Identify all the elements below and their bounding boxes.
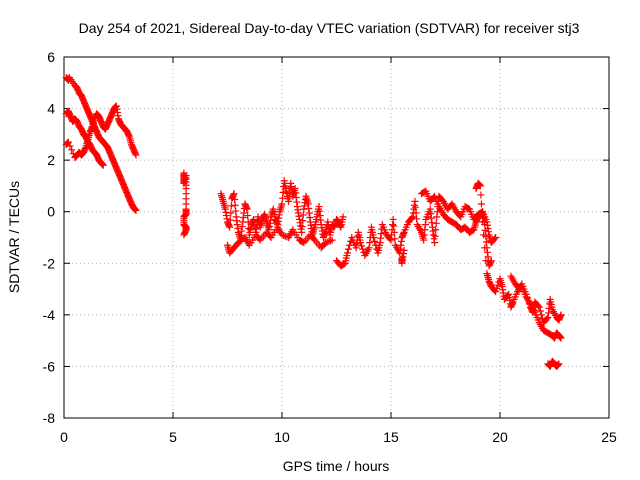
data-point-f (281, 232, 289, 240)
data-point-i (477, 191, 485, 199)
x-tick-label: 20 (492, 429, 508, 445)
grid-lines (64, 57, 609, 418)
data-point-c (132, 151, 140, 159)
data-point-e (227, 202, 235, 210)
data-markers (62, 74, 565, 370)
data-point-g (344, 245, 352, 253)
data-point-i (480, 231, 488, 239)
data-point-g (390, 222, 398, 230)
data-point-e (244, 212, 252, 220)
data-point-i (536, 307, 544, 315)
data-point-g (343, 249, 351, 257)
y-axis-label: SDTVAR / TECUs (6, 181, 22, 293)
data-point-f (278, 231, 286, 239)
data-point-g (491, 235, 499, 243)
y-tick-label: 4 (47, 101, 55, 117)
x-tick-label: 5 (169, 429, 177, 445)
y-tick-label: -2 (43, 255, 56, 271)
data-point-i (478, 209, 486, 217)
data-point-i (481, 244, 489, 252)
data-point-g (432, 226, 440, 234)
plot-frame (63, 56, 610, 419)
data-point-g (431, 232, 439, 240)
data-point-f (325, 237, 333, 245)
data-point-i (492, 288, 500, 296)
x-tick-label: 0 (60, 429, 68, 445)
data-point-g (492, 234, 500, 241)
data-point-g (390, 228, 398, 236)
y-tick-label: 6 (47, 49, 55, 65)
data-point-f (327, 237, 335, 245)
data-point-b (99, 161, 107, 169)
data-point-d (180, 231, 188, 239)
data-point-g (356, 239, 364, 247)
y-tick-label: -4 (43, 307, 56, 323)
x-tick-label: 15 (383, 429, 399, 445)
data-point-e (227, 209, 235, 217)
y-tick-label: -6 (43, 358, 56, 374)
data-point-c (68, 146, 76, 154)
data-point-j (555, 360, 563, 368)
data-point-i (477, 200, 485, 208)
data-point-c (66, 142, 74, 150)
y-tick-label: 0 (47, 204, 55, 220)
x-axis-label: GPS time / hours (283, 458, 390, 474)
data-point-g (370, 234, 378, 241)
chart-title: Day 254 of 2021, Sidereal Day-to-day VTE… (79, 20, 580, 36)
data-point-i (493, 284, 501, 292)
data-point-g (408, 214, 416, 222)
data-point-j (557, 334, 565, 342)
data-point-f (328, 236, 336, 244)
data-point-g (358, 242, 366, 250)
data-point-e (226, 216, 234, 224)
data-point-h (400, 246, 408, 254)
data-point-i (479, 218, 487, 226)
data-point-f (280, 232, 288, 240)
data-point-g (431, 239, 439, 247)
data-point-f (323, 238, 331, 246)
data-point-e (339, 213, 347, 221)
data-point-i (534, 302, 542, 310)
data-point-g (391, 235, 399, 243)
data-point-e (226, 223, 234, 231)
data-point-i (476, 182, 484, 190)
data-point-g (359, 245, 367, 253)
data-point-e (243, 205, 251, 213)
data-point-a (132, 206, 140, 214)
data-point-i (543, 315, 551, 323)
data-point-f (322, 239, 330, 247)
data-point-i (482, 257, 490, 265)
data-point-g (389, 215, 397, 223)
x-tick-label: 25 (601, 429, 617, 445)
data-point-g (340, 260, 348, 268)
data-point-g (371, 237, 379, 245)
y-tick-label: -8 (43, 410, 56, 426)
x-tick-label: 10 (274, 429, 290, 445)
axis-ticks: 0 5 10 15 20 25 -8 -6 -4 -2 0 2 4 6 (43, 49, 617, 445)
data-point-i (535, 303, 543, 311)
data-point-g (432, 219, 440, 227)
y-tick-label: 2 (47, 152, 55, 168)
data-point-i (557, 311, 565, 319)
data-point-c (64, 138, 72, 146)
